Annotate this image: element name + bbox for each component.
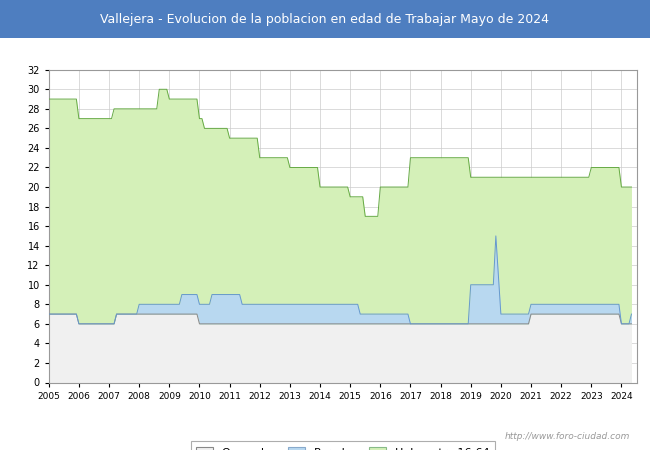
Legend: Ocupados, Parados, Hab. entre 16-64: Ocupados, Parados, Hab. entre 16-64 bbox=[190, 441, 495, 450]
Text: http://www.foro-ciudad.com: http://www.foro-ciudad.com bbox=[505, 432, 630, 441]
Text: Vallejera - Evolucion de la poblacion en edad de Trabajar Mayo de 2024: Vallejera - Evolucion de la poblacion en… bbox=[101, 13, 549, 26]
